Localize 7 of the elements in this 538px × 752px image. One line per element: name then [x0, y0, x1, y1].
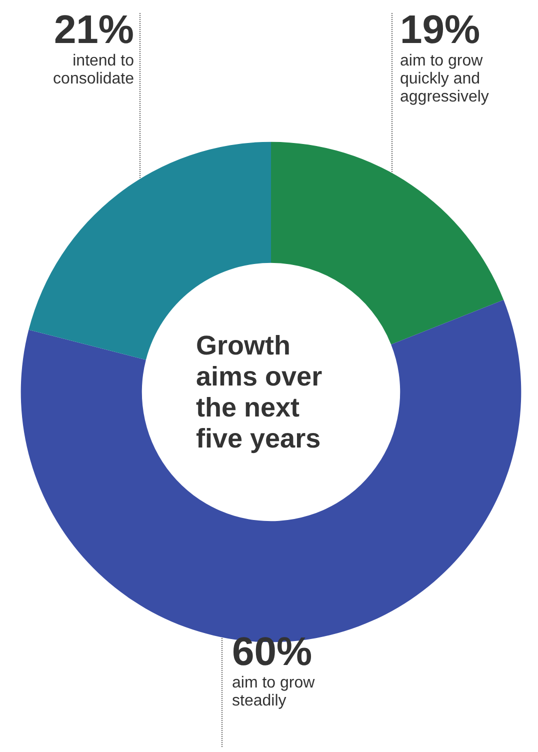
slice-label: intend to consolidate	[53, 52, 134, 88]
text: Growth aims over the next five years	[196, 330, 330, 454]
data-label: 19%	[400, 8, 480, 52]
slice-label: aim to grow steadily	[232, 674, 316, 710]
data-label: 21%	[54, 8, 134, 52]
data-label: 60%	[232, 630, 312, 674]
slice-label: aim to grow quickly and aggressively	[400, 52, 489, 106]
